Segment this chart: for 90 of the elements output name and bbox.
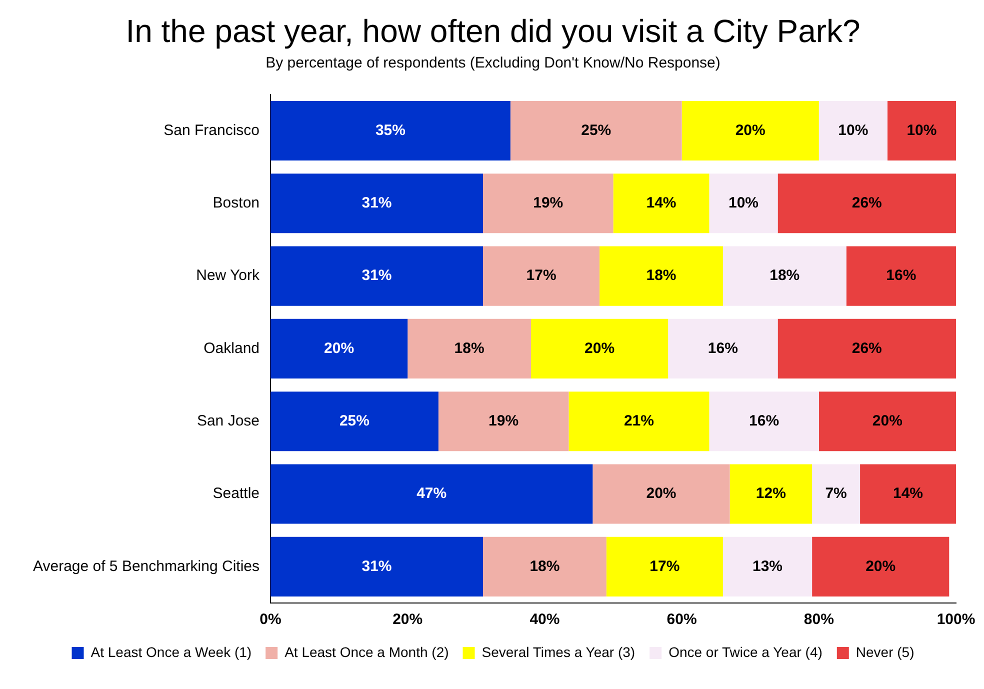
bar bbox=[510, 100, 682, 161]
bar bbox=[408, 318, 531, 378]
data-label: 18% bbox=[454, 340, 484, 357]
bar bbox=[887, 100, 956, 161]
x-tick-label: 60% bbox=[666, 611, 697, 628]
bar bbox=[812, 464, 860, 524]
data-label: 17% bbox=[650, 558, 680, 575]
y-tick-label: Average of 5 Benchmarking Cities bbox=[32, 558, 260, 575]
data-label: 31% bbox=[362, 194, 392, 212]
y-tick-label: New York bbox=[196, 267, 260, 284]
bar bbox=[270, 318, 408, 378]
legend-label: At Least Once a Week (1) bbox=[90, 644, 252, 660]
bar bbox=[722, 246, 846, 306]
bar bbox=[592, 464, 730, 524]
bar bbox=[600, 246, 723, 306]
bar bbox=[270, 100, 510, 161]
legend-label: Once or Twice a Year (4) bbox=[668, 644, 822, 660]
x-tick-label: 100% bbox=[936, 611, 976, 628]
data-label: 16% bbox=[886, 267, 916, 284]
bar bbox=[709, 174, 778, 234]
data-label: 14% bbox=[893, 485, 924, 502]
bar bbox=[846, 246, 956, 306]
bar bbox=[483, 174, 614, 234]
bar bbox=[730, 464, 812, 524]
data-label: 18% bbox=[646, 267, 676, 284]
bar bbox=[778, 318, 956, 378]
bar bbox=[722, 536, 812, 596]
data-label: 17% bbox=[526, 267, 556, 284]
data-label: 19% bbox=[488, 412, 519, 430]
bar bbox=[530, 318, 668, 378]
data-label: 26% bbox=[852, 194, 882, 212]
bar bbox=[860, 464, 956, 524]
data-label: 20% bbox=[872, 412, 902, 430]
data-label: 26% bbox=[852, 340, 882, 357]
data-label: 20% bbox=[584, 340, 615, 357]
data-label: 21% bbox=[624, 412, 654, 430]
bar bbox=[709, 392, 819, 452]
data-label: 18% bbox=[770, 267, 800, 284]
legend-label: Never (5) bbox=[856, 644, 914, 660]
y-tick-label: Seattle bbox=[212, 485, 260, 502]
data-label: 10% bbox=[838, 122, 868, 139]
bar bbox=[568, 392, 710, 452]
data-label: 31% bbox=[362, 267, 392, 284]
bar bbox=[483, 246, 600, 306]
bar bbox=[812, 536, 950, 596]
data-label: 12% bbox=[756, 485, 786, 502]
data-label: 47% bbox=[416, 485, 447, 502]
chart-subtitle: By percentage of respondents (Excluding Don't Know/No Response) bbox=[266, 54, 720, 72]
data-label: 16% bbox=[708, 340, 738, 357]
bar bbox=[270, 464, 593, 524]
x-tick-label: 80% bbox=[804, 611, 834, 628]
bar bbox=[818, 100, 888, 161]
data-label: 20% bbox=[324, 340, 354, 357]
data-label: 10% bbox=[906, 122, 937, 139]
data-label: 20% bbox=[735, 122, 766, 139]
bar bbox=[613, 174, 710, 234]
y-tick-label: Oakland bbox=[204, 340, 260, 357]
data-label: 7% bbox=[825, 485, 847, 502]
data-label: 16% bbox=[749, 412, 780, 430]
data-label: 13% bbox=[752, 558, 783, 575]
y-tick-label: San Jose bbox=[196, 412, 260, 430]
bar bbox=[270, 246, 484, 306]
chart-title: In the past year, how often did you visit a City Park? bbox=[126, 13, 860, 50]
data-label: 14% bbox=[646, 194, 676, 212]
x-tick-label: 20% bbox=[392, 611, 423, 628]
data-label: 20% bbox=[646, 485, 676, 502]
bar bbox=[270, 392, 438, 452]
bar bbox=[668, 318, 778, 378]
y-tick-label: San Francisco bbox=[164, 122, 260, 139]
data-label: 25% bbox=[339, 412, 370, 430]
bar bbox=[270, 174, 484, 234]
bar bbox=[270, 536, 484, 596]
data-label: 35% bbox=[375, 122, 406, 139]
data-label: 18% bbox=[530, 558, 560, 575]
bar bbox=[438, 392, 569, 452]
data-label: 19% bbox=[533, 194, 564, 212]
bar bbox=[483, 536, 606, 596]
y-tick-label: Boston bbox=[212, 194, 260, 212]
data-label: 25% bbox=[581, 122, 612, 139]
bar bbox=[682, 100, 819, 161]
data-label: 10% bbox=[728, 194, 759, 212]
legend-label: At Least Once a Month (2) bbox=[284, 644, 449, 660]
x-tick-label: 0% bbox=[260, 611, 282, 628]
data-label: 31% bbox=[362, 558, 392, 575]
legend-label: Several Times a Year (3) bbox=[482, 644, 636, 660]
x-tick-label: 40% bbox=[530, 611, 560, 628]
data-label: 20% bbox=[866, 558, 896, 575]
bar bbox=[818, 392, 956, 452]
bar bbox=[778, 174, 956, 234]
bar bbox=[606, 536, 723, 596]
